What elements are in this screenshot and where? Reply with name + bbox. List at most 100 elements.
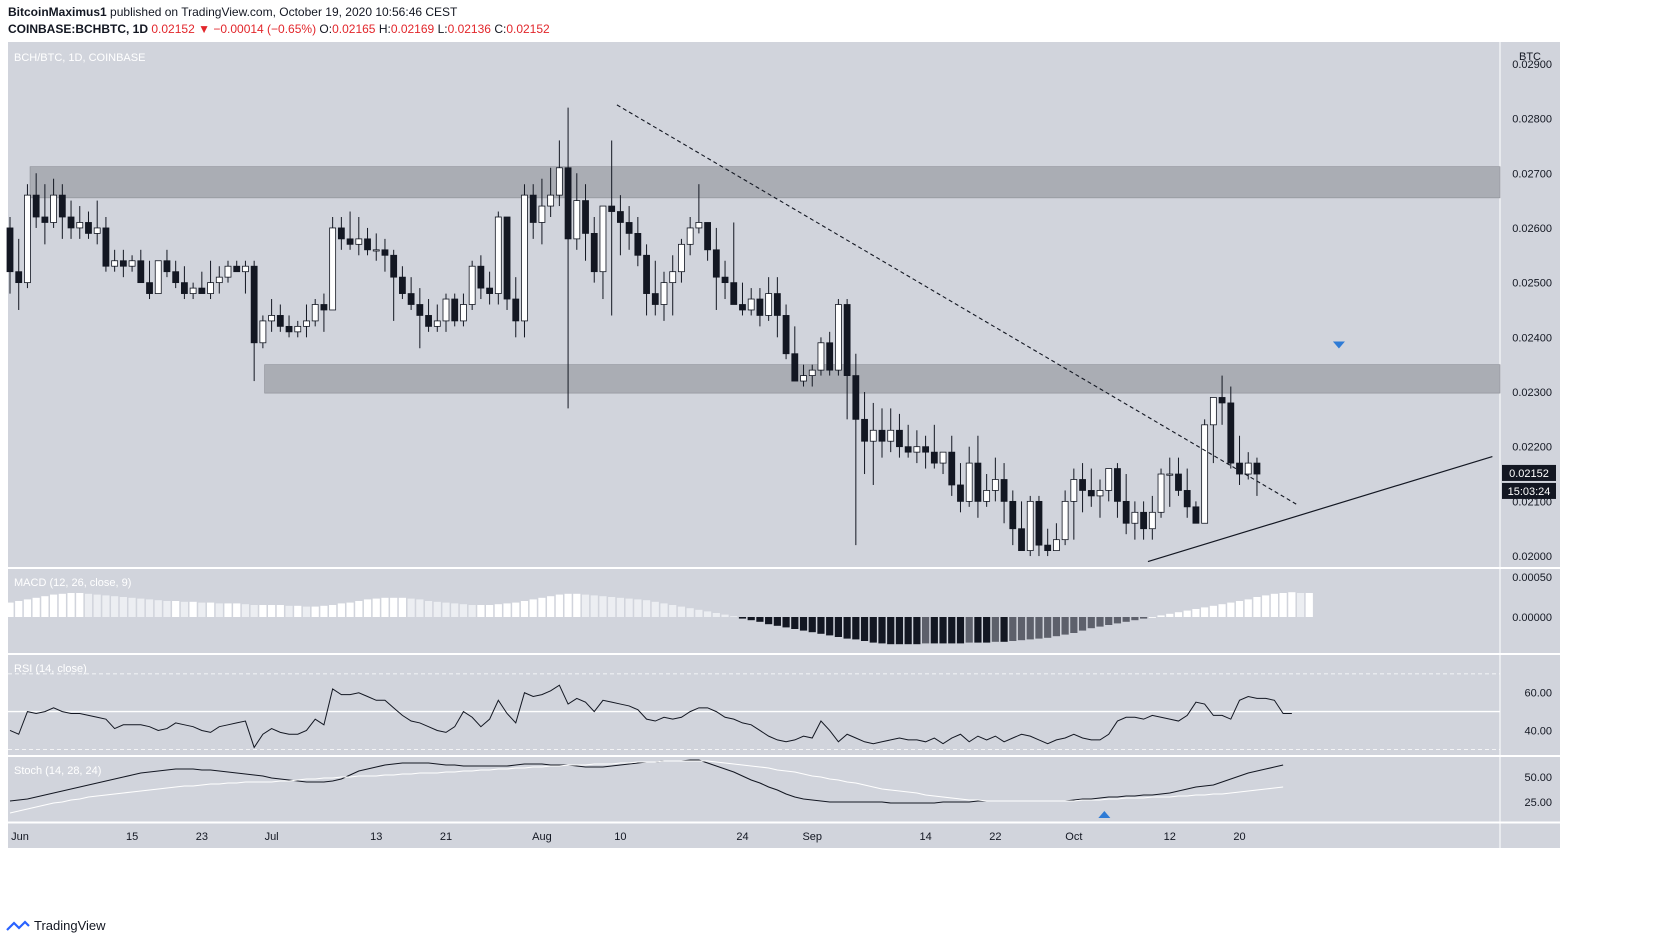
price-tick-label: 0.02900: [1512, 59, 1552, 71]
resistance-zone: [264, 364, 1501, 394]
candle-down: [250, 265, 258, 344]
macd-histogram-bar: [294, 605, 302, 617]
candle: [102, 217, 110, 272]
macd-histogram-bar: [581, 594, 590, 617]
stoch-title: Stoch (14, 28, 24): [14, 765, 101, 777]
macd-histogram-bar: [1044, 617, 1052, 638]
macd-histogram-bar: [616, 597, 624, 617]
candle-up: [808, 369, 816, 376]
candle: [678, 238, 685, 283]
macd-histogram-bar: [58, 593, 66, 617]
macd-histogram-bar: [1209, 605, 1217, 617]
author-name[interactable]: BitcoinMaximus1: [8, 5, 107, 19]
macd-histogram-bar: [1035, 617, 1043, 639]
candle-down: [878, 429, 886, 442]
candle: [939, 451, 947, 475]
candle-down: [930, 451, 938, 464]
candle: [1244, 452, 1252, 480]
macd-histogram-bar: [634, 599, 642, 617]
macd-histogram-bar: [808, 617, 816, 633]
candle-down: [948, 451, 956, 486]
macd-histogram-bar: [712, 613, 720, 617]
macd-histogram-bar: [424, 601, 433, 617]
macd-histogram-bar: [276, 605, 284, 617]
time-tick-label: 24: [736, 831, 748, 843]
macd-histogram-bar: [451, 603, 459, 617]
footer-brand[interactable]: TradingView: [6, 918, 106, 933]
time-tick-label: 15: [126, 831, 138, 843]
candle: [922, 435, 929, 469]
candle: [957, 463, 964, 513]
candle-up: [268, 315, 276, 322]
macd-histogram-bar: [747, 617, 755, 621]
sell-marker-icon: [1332, 341, 1345, 349]
rsi-tick-label: 60.00: [1524, 688, 1552, 700]
stoch-d-line: [9, 760, 1284, 814]
candle: [712, 227, 720, 310]
macd-histogram-bar: [363, 599, 372, 617]
candle-down: [634, 233, 642, 256]
candle: [651, 260, 659, 316]
candle: [852, 353, 860, 546]
candle: [930, 424, 938, 469]
price-tick-label: 0.02400: [1512, 332, 1552, 344]
candle-down: [58, 194, 66, 218]
candle-up: [991, 479, 999, 491]
candle: [1096, 479, 1104, 518]
candle: [756, 288, 764, 327]
candle: [1105, 468, 1113, 502]
candle-down: [1087, 490, 1095, 497]
ohlc-line: COINBASE:BCHBTC, 1D 0.02152 ▼ −0.00014 (…: [8, 22, 550, 36]
candle: [381, 238, 389, 272]
candle-down: [477, 265, 485, 289]
macd-histogram-bar: [154, 600, 162, 617]
candle: [311, 299, 319, 327]
candle: [337, 217, 345, 250]
macd-histogram-bar: [1078, 617, 1087, 631]
candle-down: [617, 211, 624, 223]
candle-down: [381, 249, 389, 256]
candle: [843, 299, 851, 420]
candle: [259, 315, 267, 349]
candle: [1061, 490, 1069, 546]
macd-histogram-bar: [41, 596, 49, 617]
candle-down: [102, 227, 110, 267]
candle-up: [294, 325, 302, 333]
candle-up: [1209, 397, 1217, 426]
candle-down: [704, 222, 711, 251]
candle-down: [198, 287, 206, 294]
candle-down: [1009, 500, 1017, 530]
macd-histogram-bar: [1262, 595, 1270, 617]
candle-up: [869, 429, 877, 442]
down-arrow-icon: ▼: [198, 22, 210, 36]
macd-histogram-bar: [1244, 599, 1252, 617]
candle: [119, 249, 127, 278]
candle: [695, 184, 703, 234]
candle: [1183, 468, 1191, 518]
candle: [1044, 528, 1052, 557]
macd-histogram-bar: [991, 617, 999, 642]
macd-histogram-bar: [887, 617, 895, 645]
candle-up: [1148, 511, 1156, 530]
macd-histogram-bar: [547, 596, 555, 617]
candle-down: [739, 304, 746, 311]
candle-up: [128, 260, 136, 267]
candle: [451, 293, 459, 327]
candle-down: [1018, 528, 1025, 551]
macd-histogram-bar: [6, 602, 14, 617]
time-axis: [8, 823, 1500, 848]
macd-histogram-bar: [660, 603, 668, 617]
close-value: 0.02152: [506, 22, 550, 36]
candle: [1218, 375, 1226, 425]
candle: [625, 206, 633, 250]
candle: [364, 227, 371, 256]
candle: [468, 260, 476, 310]
candle-down: [425, 315, 432, 327]
candle: [416, 288, 424, 349]
macd-histogram-bar: [1279, 593, 1287, 617]
macd-histogram-bar: [206, 602, 215, 617]
candle: [407, 277, 415, 310]
macd-histogram-bar: [494, 604, 502, 617]
time-tick-label: 13: [370, 831, 382, 843]
